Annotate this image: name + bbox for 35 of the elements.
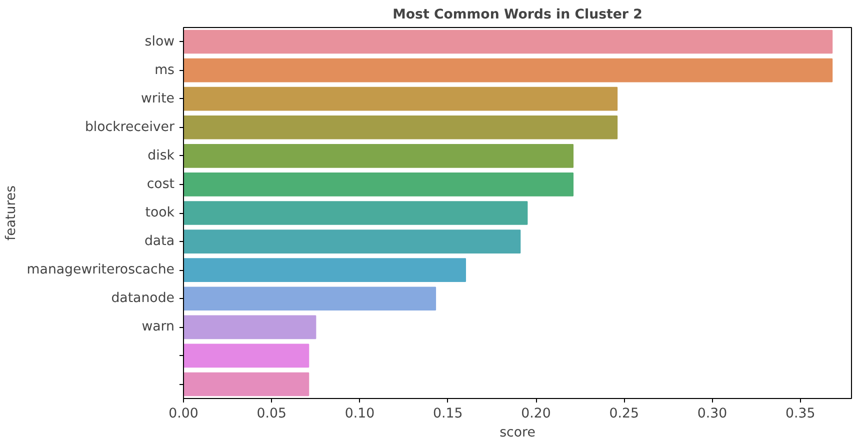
x-tick-label: 0.10 [344, 406, 375, 422]
y-tick-label: warn [142, 320, 175, 335]
bar [184, 201, 528, 225]
bar [184, 258, 466, 282]
bar [184, 115, 618, 140]
y-tick-label: took [145, 206, 175, 220]
bar [184, 30, 833, 54]
y-tick-label: ms [154, 62, 175, 78]
x-axis-title: score [500, 426, 536, 440]
bar [184, 372, 310, 396]
y-tick-label: disk [148, 148, 175, 164]
bar [184, 58, 833, 82]
x-tick-label: 0.00 [168, 406, 198, 422]
x-tick-label: 0.05 [256, 406, 286, 422]
y-tick-label: write [140, 91, 175, 106]
bar [184, 344, 310, 368]
x-tick-label: 0.35 [786, 406, 816, 422]
chart-title: Most Common Words in Cluster 2 [392, 8, 642, 22]
bar [184, 230, 521, 254]
y-tick-label: cost [146, 176, 175, 192]
x-tick-label: 0.20 [521, 406, 551, 422]
bar [184, 144, 574, 168]
y-tick-label: datanode [111, 291, 175, 306]
y-tick-label: slow [144, 34, 175, 50]
y-tick-label: blockreceiver [84, 120, 176, 135]
bar [184, 172, 574, 196]
x-tick-label: 0.15 [433, 406, 463, 422]
y-tick-label: managewriteroscache [26, 262, 175, 278]
y-axis-title: features [4, 185, 19, 241]
bar [184, 86, 618, 111]
bar [184, 286, 436, 311]
x-tick-label: 0.30 [697, 406, 728, 422]
bar [184, 315, 316, 340]
x-tick-label: 0.25 [609, 406, 639, 422]
y-tick-label: data [144, 234, 175, 250]
